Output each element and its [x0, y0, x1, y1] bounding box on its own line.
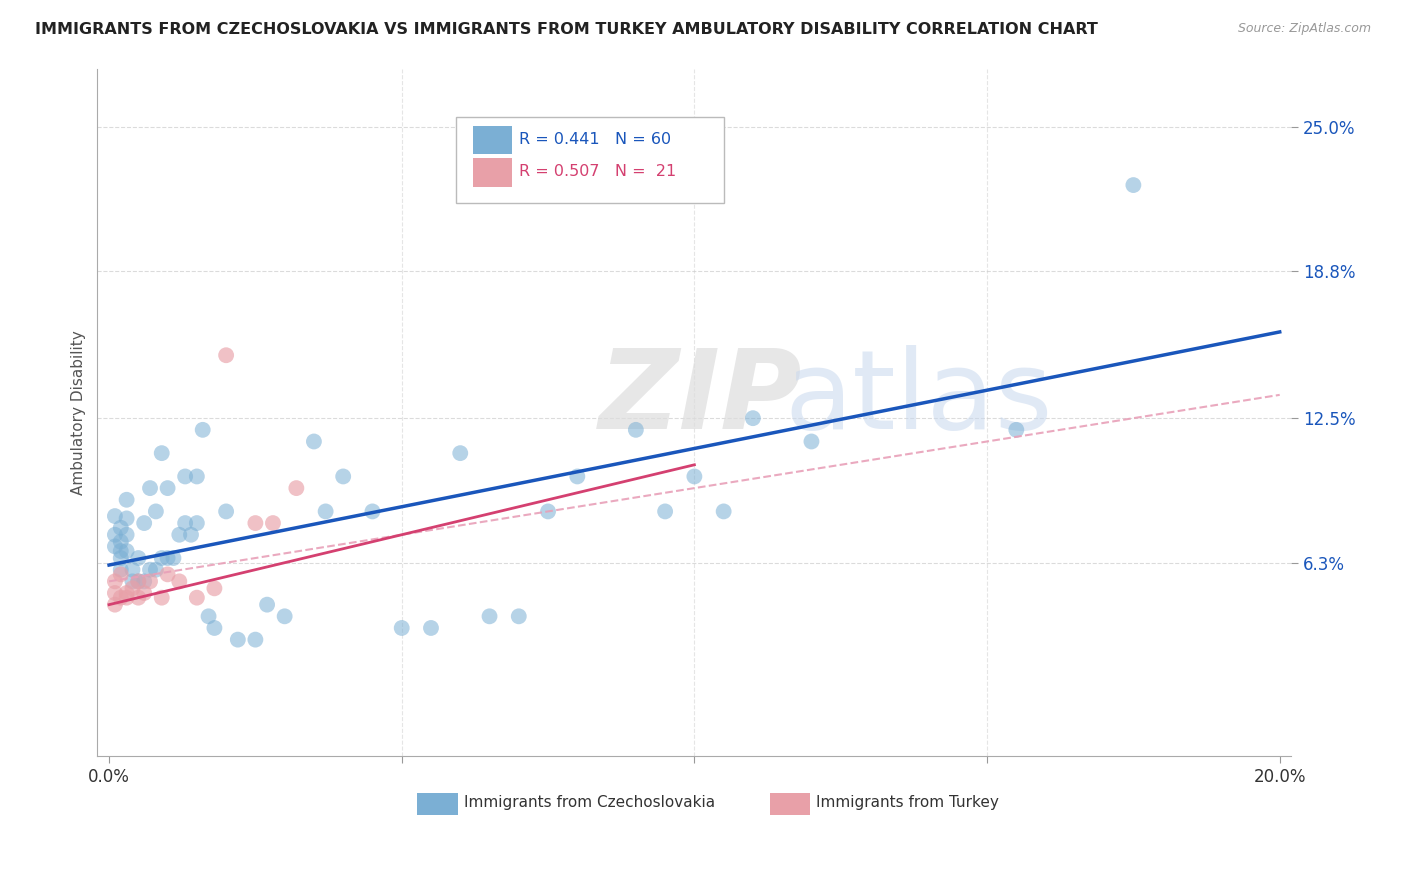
- Point: [174, 516, 197, 530]
- Point: [150, 446, 173, 460]
- Point: [800, 434, 823, 449]
- Point: [420, 621, 443, 635]
- Text: IMMIGRANTS FROM CZECHOSLOVAKIA VS IMMIGRANTS FROM TURKEY AMBULATORY DISABILITY C: IMMIGRANTS FROM CZECHOSLOVAKIA VS IMMIGR…: [35, 22, 1098, 37]
- Text: Immigrants from Turkey: Immigrants from Turkey: [815, 796, 1000, 811]
- Point: [134, 516, 156, 530]
- Point: [127, 574, 149, 589]
- Point: [104, 509, 127, 524]
- Point: [156, 551, 179, 566]
- Point: [262, 516, 284, 530]
- Point: [391, 621, 413, 635]
- Point: [104, 540, 127, 554]
- Point: [115, 544, 138, 558]
- Point: [215, 348, 238, 362]
- Point: [624, 423, 647, 437]
- Point: [449, 446, 471, 460]
- Point: [110, 544, 132, 558]
- Point: [285, 481, 308, 495]
- Point: [191, 423, 214, 437]
- Point: [567, 469, 589, 483]
- Point: [115, 492, 138, 507]
- Point: [537, 504, 560, 518]
- Point: [134, 586, 156, 600]
- Point: [654, 504, 676, 518]
- Point: [121, 582, 143, 596]
- Point: [186, 591, 208, 605]
- Point: [110, 591, 132, 605]
- Point: [186, 516, 208, 530]
- Point: [245, 516, 267, 530]
- Point: [139, 574, 162, 589]
- Point: [204, 582, 226, 596]
- FancyBboxPatch shape: [418, 793, 458, 814]
- Point: [104, 527, 127, 541]
- FancyBboxPatch shape: [474, 126, 512, 154]
- Point: [742, 411, 765, 425]
- Point: [215, 504, 238, 518]
- Point: [197, 609, 219, 624]
- Y-axis label: Ambulatory Disability: Ambulatory Disability: [72, 330, 86, 495]
- Text: Source: ZipAtlas.com: Source: ZipAtlas.com: [1237, 22, 1371, 36]
- Point: [104, 574, 127, 589]
- Point: [150, 591, 173, 605]
- Point: [273, 609, 295, 624]
- Point: [127, 574, 149, 589]
- Point: [226, 632, 249, 647]
- Point: [104, 586, 127, 600]
- Point: [361, 504, 384, 518]
- Point: [508, 609, 530, 624]
- Point: [115, 591, 138, 605]
- Point: [110, 551, 132, 566]
- Point: [115, 511, 138, 525]
- Point: [134, 574, 156, 589]
- Point: [115, 586, 138, 600]
- FancyBboxPatch shape: [456, 117, 724, 202]
- Point: [162, 551, 184, 566]
- Text: ZIP: ZIP: [599, 345, 803, 452]
- Point: [104, 598, 127, 612]
- Point: [302, 434, 325, 449]
- Text: R = 0.507   N =  21: R = 0.507 N = 21: [519, 164, 676, 179]
- Point: [683, 469, 706, 483]
- Text: Immigrants from Czechoslovakia: Immigrants from Czechoslovakia: [464, 796, 716, 811]
- Point: [139, 563, 162, 577]
- Point: [478, 609, 501, 624]
- Point: [145, 504, 167, 518]
- Point: [1122, 178, 1144, 192]
- Text: atlas: atlas: [785, 345, 1053, 452]
- Point: [150, 551, 173, 566]
- Point: [145, 563, 167, 577]
- FancyBboxPatch shape: [769, 793, 810, 814]
- Point: [174, 469, 197, 483]
- Point: [186, 469, 208, 483]
- Point: [180, 527, 202, 541]
- Point: [110, 563, 132, 577]
- Text: R = 0.441   N = 60: R = 0.441 N = 60: [519, 132, 671, 147]
- Point: [121, 563, 143, 577]
- Point: [156, 481, 179, 495]
- Point: [110, 521, 132, 535]
- Point: [156, 567, 179, 582]
- Point: [204, 621, 226, 635]
- Point: [121, 574, 143, 589]
- Point: [110, 534, 132, 549]
- Point: [127, 551, 149, 566]
- Point: [713, 504, 735, 518]
- Point: [127, 591, 149, 605]
- Point: [110, 567, 132, 582]
- Point: [169, 527, 191, 541]
- Point: [169, 574, 191, 589]
- Point: [332, 469, 354, 483]
- Point: [245, 632, 267, 647]
- Point: [139, 481, 162, 495]
- Point: [1005, 423, 1028, 437]
- Point: [115, 527, 138, 541]
- Point: [315, 504, 337, 518]
- FancyBboxPatch shape: [474, 158, 512, 186]
- Point: [256, 598, 278, 612]
